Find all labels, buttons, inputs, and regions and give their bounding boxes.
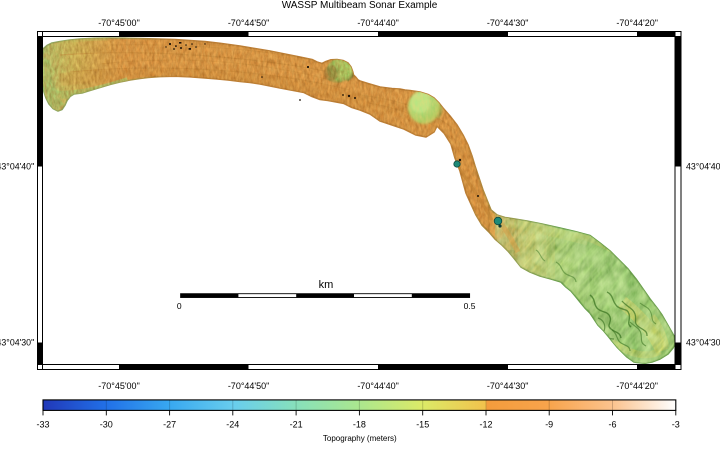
svg-text:-70°44'30": -70°44'30": [487, 381, 529, 391]
svg-text:-70°44'30": -70°44'30": [487, 18, 529, 28]
svg-text:-70°44'50": -70°44'50": [228, 18, 270, 28]
svg-text:-70°44'40": -70°44'40": [357, 18, 399, 28]
svg-text:-18: -18: [353, 419, 366, 429]
svg-text:0.5: 0.5: [464, 301, 476, 311]
svg-text:-27: -27: [163, 419, 176, 429]
svg-text:43°04'40": 43°04'40": [686, 162, 720, 172]
svg-text:-70°44'50": -70°44'50": [228, 381, 270, 391]
svg-text:-12: -12: [479, 419, 492, 429]
svg-text:-70°45'00": -70°45'00": [98, 18, 140, 28]
svg-text:-6: -6: [608, 419, 616, 429]
svg-text:43°04'30": 43°04'30": [686, 338, 720, 348]
svg-text:0: 0: [177, 301, 182, 311]
svg-text:-21: -21: [290, 419, 303, 429]
svg-text:-70°45'00": -70°45'00": [98, 381, 140, 391]
svg-text:-3: -3: [672, 419, 680, 429]
svg-text:WASSP Multibeam Sonar Example: WASSP Multibeam Sonar Example: [282, 0, 438, 11]
svg-text:-70°44'40": -70°44'40": [357, 381, 399, 391]
svg-text:-9: -9: [545, 419, 553, 429]
svg-text:43°04'30": 43°04'30": [0, 338, 34, 348]
svg-text:km: km: [319, 279, 334, 291]
svg-text:-70°44'20": -70°44'20": [616, 18, 658, 28]
svg-text:-30: -30: [100, 419, 113, 429]
svg-text:Topography (meters): Topography (meters): [323, 434, 397, 443]
svg-text:-15: -15: [416, 419, 429, 429]
svg-text:-24: -24: [226, 419, 239, 429]
svg-text:-33: -33: [36, 419, 49, 429]
svg-text:43°04'40": 43°04'40": [0, 162, 34, 172]
svg-text:-70°44'20": -70°44'20": [616, 381, 658, 391]
